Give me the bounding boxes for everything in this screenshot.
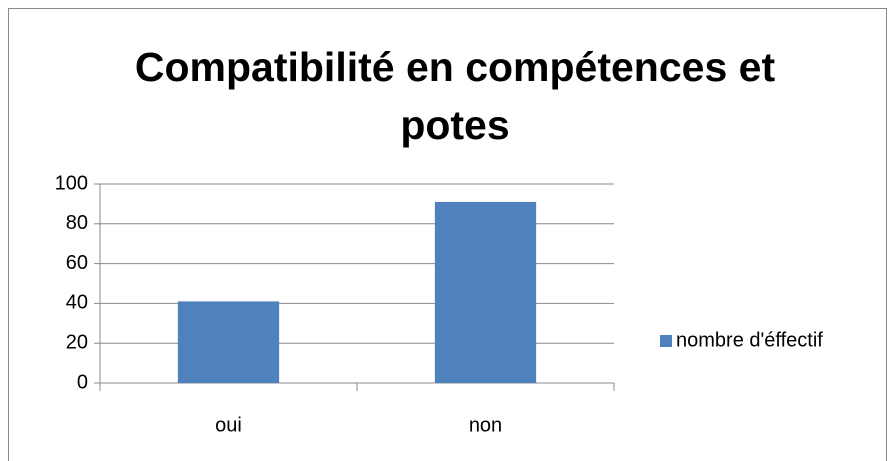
y-tick-label: 20 xyxy=(66,331,88,353)
legend-label: nombre d'éffectif xyxy=(676,329,823,351)
y-tick-label: 0 xyxy=(77,371,88,393)
x-tick-label: oui xyxy=(215,414,242,436)
bar xyxy=(177,301,280,383)
chart-border xyxy=(8,8,887,461)
chart-title: Compatibilité en compétences et potes xyxy=(134,44,776,148)
legend-swatch xyxy=(660,335,672,347)
y-tick-label: 80 xyxy=(66,212,88,234)
y-tick-label: 100 xyxy=(55,172,88,194)
y-tick-label: 60 xyxy=(66,252,88,274)
x-tick-label: non xyxy=(469,414,502,436)
y-tick-label: 40 xyxy=(66,292,88,314)
bar xyxy=(434,201,537,383)
